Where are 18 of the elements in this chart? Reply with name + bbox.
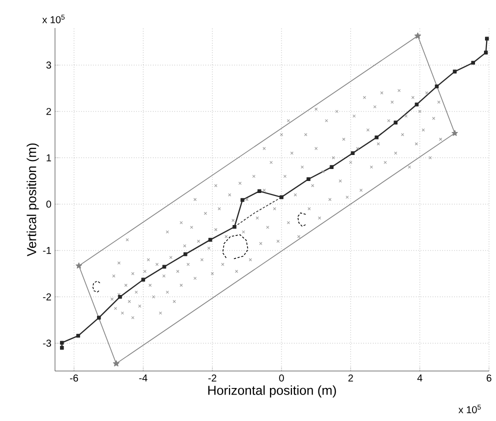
x-tick-label: -2 bbox=[208, 374, 216, 382]
y-tick-label: -1 bbox=[43, 247, 52, 254]
y-tick-label: -2 bbox=[43, 293, 51, 300]
text: x 10$^{5}$ bbox=[458, 404, 481, 414]
y-tick-label: 0 bbox=[46, 200, 52, 208]
text: x 10$^{5}$ bbox=[42, 14, 65, 24]
x-tick-label: 2 bbox=[348, 374, 353, 382]
y-tick-label: -3 bbox=[43, 340, 52, 347]
y-tick-label: 1 bbox=[46, 154, 52, 162]
x-tick-label: 6 bbox=[486, 374, 492, 382]
x-tick-label: 4 bbox=[417, 374, 422, 382]
y-tick-label: 3 bbox=[46, 62, 52, 69]
y-tick-label: 2 bbox=[46, 108, 51, 115]
x-tick-label: 0 bbox=[279, 374, 284, 382]
x-axis-title: Horizontal position (m) bbox=[208, 385, 336, 398]
x-tick-label: -4 bbox=[139, 374, 148, 382]
x-tick-label: -6 bbox=[70, 374, 78, 382]
y-axis-title: Vertical position (m) bbox=[26, 143, 39, 256]
